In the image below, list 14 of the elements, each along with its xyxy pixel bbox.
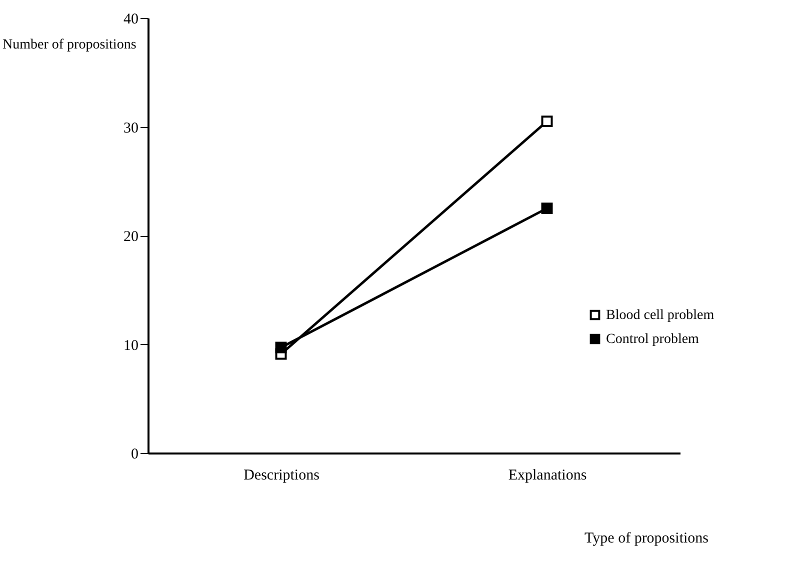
legend-label: Blood cell problem: [606, 308, 714, 323]
y-tick-label: 10: [124, 338, 138, 354]
y-tick-label: 0: [131, 446, 138, 462]
x-axis-title: Type of propositions: [584, 530, 709, 546]
legend-label: Control problem: [606, 332, 700, 347]
point: [541, 202, 553, 214]
point: [275, 342, 287, 354]
y-axis-title: Number of propositions: [2, 38, 136, 52]
point: [541, 116, 553, 128]
y-tick-label: 30: [124, 120, 138, 136]
y-tick-label: 20: [124, 229, 138, 245]
x-tick-label: Descriptions: [244, 468, 320, 484]
x-tick-label: Explanations: [508, 468, 587, 484]
y-tick-label: 40: [124, 12, 138, 28]
